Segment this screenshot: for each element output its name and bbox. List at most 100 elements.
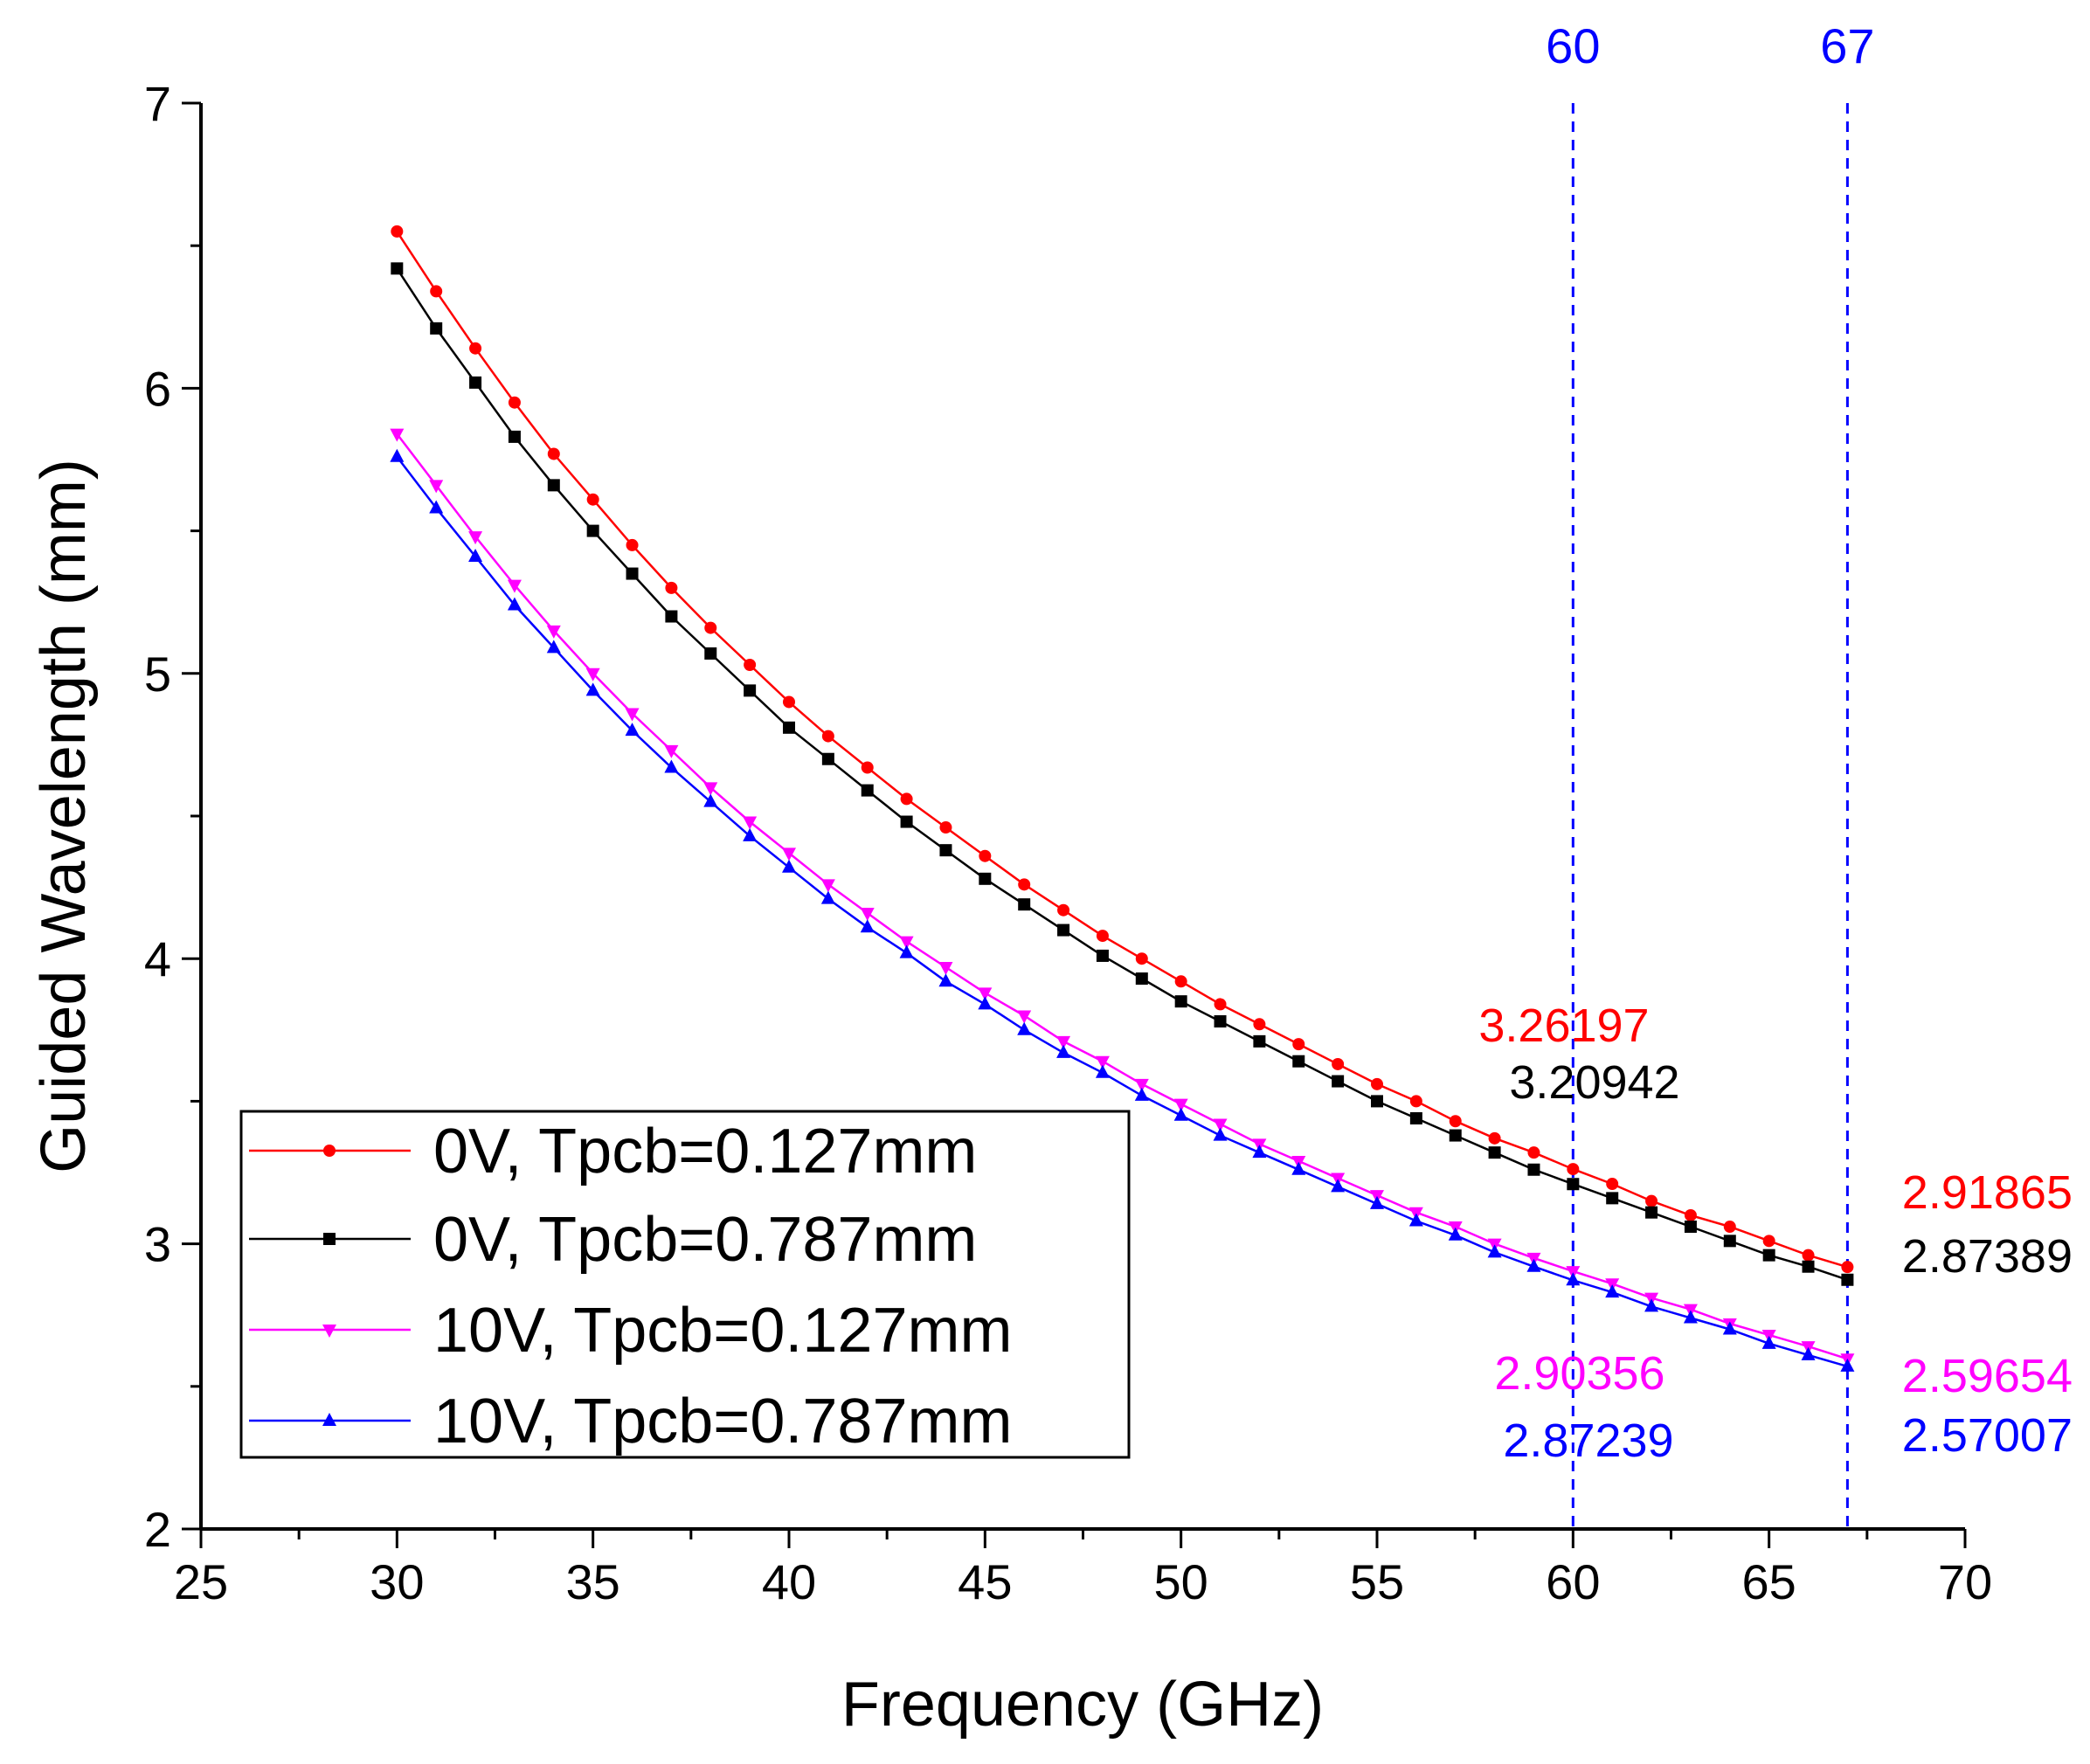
data-point-s3-37 — [1840, 1358, 1855, 1372]
legend-label-1: 0V, Tpcb=0.787mm — [433, 1205, 977, 1275]
data-point-s2-15 — [978, 987, 993, 1001]
data-point-s1-24 — [1332, 1075, 1345, 1088]
data-point-s0-30 — [1567, 1163, 1580, 1176]
data-point-s0-5 — [586, 493, 599, 506]
y-ticks: 2 3 4 5 6 7 — [144, 76, 201, 1557]
data-point-s3-27 — [1448, 1227, 1463, 1241]
value-annotation: 2.59654 — [1902, 1350, 2073, 1402]
legend: 0V, Tpcb=0.127mm 0V, Tpcb=0.787mm 10V, Tpc… — [239, 1110, 1131, 1459]
data-point-s3-16 — [1017, 1021, 1032, 1035]
data-point-s1-36 — [1802, 1260, 1815, 1273]
data-point-s3-10 — [782, 859, 796, 873]
data-point-s3-19 — [1134, 1087, 1149, 1101]
data-point-s0-20 — [1174, 975, 1187, 988]
data-point-s0-21 — [1214, 998, 1227, 1011]
data-point-s1-32 — [1645, 1206, 1658, 1219]
data-point-s0-8 — [704, 621, 717, 634]
x-tick-label: 55 — [1350, 1554, 1404, 1609]
x-axis-title: Frequency (GHz) — [841, 1670, 1324, 1740]
data-point-s1-1 — [430, 322, 443, 335]
y-axis-title: Guided Wavelength (mm) — [29, 459, 99, 1173]
y-tick-label: 6 — [144, 361, 171, 416]
data-point-s0-28 — [1488, 1131, 1501, 1145]
data-point-s3-15 — [978, 996, 993, 1010]
data-point-s1-11 — [821, 752, 834, 765]
data-point-s1-29 — [1527, 1163, 1540, 1176]
data-point-s1-30 — [1567, 1178, 1580, 1191]
data-point-s1-34 — [1723, 1235, 1736, 1248]
y-tick-label: 3 — [144, 1217, 171, 1272]
legend-marker-3 — [322, 1413, 336, 1426]
data-point-s1-6 — [626, 567, 639, 580]
data-point-s0-36 — [1802, 1249, 1815, 1262]
data-point-s1-9 — [744, 684, 757, 697]
data-point-s3-5 — [585, 682, 600, 696]
y-tick-label: 7 — [144, 76, 171, 131]
data-point-s1-25 — [1371, 1095, 1383, 1108]
data-point-s0-22 — [1253, 1018, 1266, 1031]
data-point-s1-8 — [704, 647, 717, 660]
data-point-s0-7 — [665, 581, 678, 594]
data-point-s2-13 — [899, 936, 914, 950]
data-point-s1-13 — [900, 815, 913, 828]
data-point-s1-31 — [1606, 1192, 1619, 1205]
data-point-s2-11 — [820, 879, 835, 893]
data-point-s3-8 — [703, 793, 718, 807]
data-point-s2-4 — [546, 625, 561, 639]
data-point-s3-3 — [507, 597, 522, 611]
data-point-s1-18 — [1096, 949, 1109, 962]
value-annotation: 2.91865 — [1902, 1166, 2073, 1219]
data-point-s0-34 — [1723, 1221, 1736, 1234]
data-point-s0-6 — [626, 538, 639, 551]
plot-series — [390, 225, 1855, 1372]
data-point-s0-3 — [508, 396, 521, 409]
data-point-s0-19 — [1135, 952, 1148, 965]
value-annotation: 2.87239 — [1503, 1415, 1673, 1467]
data-point-s2-14 — [938, 961, 953, 975]
data-point-s0-31 — [1606, 1178, 1619, 1191]
data-point-s2-9 — [743, 816, 758, 830]
data-point-s3-0 — [390, 448, 405, 462]
data-point-s1-3 — [508, 430, 521, 443]
reference-line-label-67: 67 — [1820, 18, 1874, 73]
data-point-s1-37 — [1841, 1273, 1854, 1286]
legend-marker-1 — [323, 1233, 336, 1245]
data-point-s0-32 — [1645, 1194, 1658, 1207]
y-tick-label: 2 — [144, 1502, 171, 1557]
data-point-s0-23 — [1292, 1038, 1305, 1051]
data-point-s1-15 — [979, 872, 992, 885]
data-point-s1-33 — [1684, 1221, 1697, 1234]
data-point-s3-21 — [1213, 1127, 1228, 1141]
value-annotation: 3.26197 — [1478, 1000, 1649, 1052]
data-point-s0-27 — [1449, 1115, 1462, 1128]
data-point-s0-16 — [1018, 878, 1031, 891]
data-point-s2-18 — [1095, 1055, 1110, 1069]
data-point-s1-17 — [1057, 924, 1070, 937]
data-point-s0-37 — [1841, 1261, 1854, 1274]
data-point-s3-33 — [1683, 1310, 1698, 1324]
data-point-s1-26 — [1409, 1111, 1422, 1124]
data-point-s2-20 — [1173, 1098, 1188, 1112]
legend-label-2: 10V, Tpcb=0.127mm — [433, 1296, 1012, 1366]
data-point-s3-26 — [1408, 1213, 1423, 1227]
data-point-s0-33 — [1684, 1208, 1697, 1221]
data-point-s3-35 — [1761, 1335, 1776, 1349]
data-point-s2-7 — [664, 744, 679, 758]
data-point-s0-14 — [939, 821, 952, 834]
data-point-s0-12 — [861, 761, 874, 774]
data-point-s1-21 — [1214, 1015, 1227, 1028]
data-point-s1-27 — [1449, 1129, 1462, 1142]
data-point-s1-22 — [1253, 1034, 1266, 1048]
y-tick-label: 4 — [144, 931, 171, 986]
x-tick-label: 50 — [1154, 1554, 1208, 1609]
data-point-s3-6 — [625, 723, 640, 737]
data-point-s0-35 — [1762, 1235, 1775, 1248]
data-point-s0-29 — [1527, 1146, 1540, 1159]
data-point-s3-24 — [1331, 1179, 1346, 1193]
data-point-s0-4 — [547, 447, 560, 460]
data-point-s3-11 — [820, 890, 835, 904]
data-point-s3-9 — [743, 827, 758, 841]
data-point-s1-16 — [1018, 898, 1031, 911]
data-point-s2-3 — [507, 579, 522, 593]
